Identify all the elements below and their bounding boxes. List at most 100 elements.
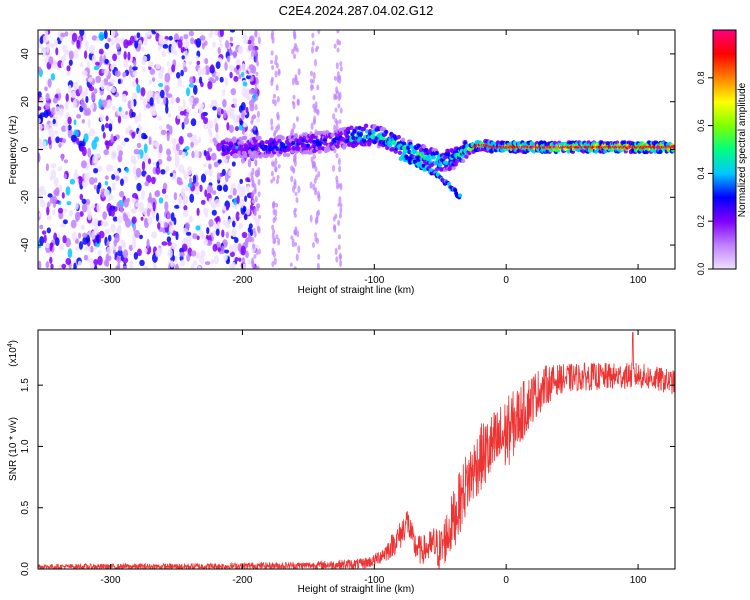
spectrogram-noise-cell bbox=[245, 208, 251, 216]
spectrogram-noise-cell bbox=[61, 263, 67, 269]
spectrogram-noise-cell bbox=[215, 228, 220, 236]
spectrogram-noise-cell bbox=[203, 163, 207, 168]
spectrogram-streak-cell bbox=[296, 230, 300, 238]
spectrogram-noise-cell bbox=[169, 125, 173, 135]
spectrogram-streak-cell bbox=[291, 48, 295, 55]
spectrogram-noise-cell bbox=[59, 107, 64, 117]
spectrogram-noise-cell bbox=[168, 225, 174, 234]
spectrogram-signal-cell bbox=[363, 123, 369, 128]
spectrogram-streak-cell bbox=[312, 94, 316, 101]
spectrogram-noise-cell bbox=[212, 41, 216, 48]
spectrogram-noise-cell bbox=[236, 64, 240, 70]
spectrogram-noise-cell bbox=[122, 241, 127, 250]
spectrogram-noise-cell bbox=[217, 47, 221, 55]
spectrogram-noise-cell bbox=[155, 165, 161, 175]
spectrogram-streak-cell bbox=[255, 55, 259, 63]
snr-x-label: Height of straight line (km) bbox=[298, 584, 415, 595]
spectrogram-noise-cell bbox=[91, 230, 96, 240]
spectrogram-streak-cell bbox=[337, 219, 341, 226]
spectrogram-noise-cell bbox=[47, 193, 53, 198]
spectrogram-noise-cell bbox=[185, 231, 192, 236]
spectrogram-noise-cell bbox=[122, 256, 129, 264]
spectrogram-noise-cell bbox=[228, 219, 232, 224]
spectrogram-noise-cell bbox=[103, 188, 110, 198]
spectrogram-noise-cell bbox=[247, 44, 253, 52]
spectrogram-noise-cell bbox=[42, 140, 47, 150]
spectrogram-noise-cell bbox=[87, 118, 91, 129]
spectrogram-streak-cell bbox=[253, 187, 257, 192]
spectrogram-noise-cell bbox=[108, 123, 113, 132]
spectrogram-streak-cell bbox=[251, 167, 255, 175]
spectrogram-noise-cell bbox=[66, 201, 72, 206]
spectrogram-noise-cell bbox=[47, 78, 52, 88]
spectrogram-noise-cell bbox=[186, 87, 190, 97]
spectrogram-noise-cell bbox=[199, 35, 206, 41]
spectrogram-noise-cell bbox=[182, 169, 186, 175]
spectrogram-noise-cell bbox=[178, 198, 182, 208]
spectrogram-noise-cell bbox=[186, 166, 193, 176]
spectrogram-signal-cell bbox=[335, 144, 340, 149]
spectrogram-noise-cell bbox=[144, 247, 148, 254]
spectrogram-streak-cell bbox=[255, 77, 259, 84]
spectrogram-signal-cell bbox=[239, 140, 244, 145]
spectrogram-streak-cell bbox=[270, 79, 274, 87]
spectrogram-noise-cell bbox=[62, 138, 67, 144]
spectrogram-noise-cell bbox=[242, 122, 248, 128]
spectrogram-noise-cell bbox=[131, 216, 137, 224]
spectrogram-streak-cell bbox=[335, 62, 339, 70]
spectrogram-noise-cell bbox=[138, 112, 142, 122]
spectrogram-streak-cell bbox=[314, 232, 318, 238]
spectrogram-noise-cell bbox=[229, 244, 233, 253]
spectrogram-noise-cell bbox=[243, 35, 249, 45]
spectrogram-noise-cell bbox=[204, 65, 210, 75]
spectrogram-noise-cell bbox=[187, 182, 193, 188]
spectrogram-streak-cell bbox=[291, 77, 295, 86]
spectrogram-streak-cell bbox=[337, 103, 341, 109]
spectrogram-noise-cell bbox=[178, 135, 184, 145]
snr-frame bbox=[37, 329, 676, 570]
spectrogram-noise-cell bbox=[222, 219, 228, 226]
spectrogram-noise-cell bbox=[207, 147, 213, 153]
snr-plot bbox=[38, 332, 675, 569]
spectrogram-noise-cell bbox=[111, 181, 116, 191]
spectrogram-noise-cell bbox=[128, 244, 134, 251]
spectrogram-noise-cell bbox=[93, 259, 99, 266]
spectrogram-noise-cell bbox=[98, 48, 104, 55]
spectrogram-noise-cell bbox=[82, 232, 88, 238]
spectrogram-noise-cell bbox=[129, 65, 132, 75]
spectrogram-noise-cell bbox=[234, 257, 239, 262]
spectrogram-noise-cell bbox=[73, 119, 77, 126]
spectrogram-noise-cell bbox=[39, 236, 45, 245]
spectrogram-noise-cell bbox=[76, 137, 80, 145]
spectrogram-noise-cell bbox=[51, 209, 56, 216]
spectrogram-streak-cell bbox=[294, 43, 297, 48]
spectrogram-noise-cell bbox=[165, 86, 169, 97]
spectrogram-noise-cell bbox=[64, 31, 69, 37]
spectrogram-noise-cell bbox=[190, 263, 195, 269]
spectrogram-streak-cell bbox=[338, 119, 342, 124]
spectrogram-streak-cell bbox=[293, 159, 297, 167]
spectrogram-noise-cell bbox=[81, 90, 85, 100]
spectrogram-noise-cell bbox=[152, 111, 158, 116]
spectrogram-noise-cell bbox=[212, 190, 217, 196]
spectrogram-noise-cell bbox=[159, 89, 165, 99]
spectrogram-noise-cell bbox=[176, 72, 181, 79]
spectrogram-noise-cell bbox=[164, 194, 169, 199]
spectrogram-streak-cell bbox=[293, 229, 297, 235]
snr-y-tick-label: 1.0 bbox=[20, 439, 31, 453]
spectrogram-noise-cell bbox=[215, 123, 219, 133]
spectrogram-noise-cell bbox=[194, 149, 200, 159]
spectrogram-noise-cell bbox=[216, 107, 223, 116]
spectrogram-noise-cell bbox=[146, 174, 152, 184]
spectrogram-noise-cell bbox=[228, 194, 233, 199]
spectrogram-noise-cell bbox=[147, 216, 153, 225]
spectrogram-streak-cell bbox=[276, 178, 279, 185]
spectrogram-streak-cell bbox=[335, 153, 339, 159]
spectrogram-noise-cell bbox=[199, 184, 203, 192]
spectrogram-noise-cell bbox=[104, 58, 109, 65]
spectrogram-noise-cell bbox=[104, 42, 110, 50]
spectrogram-noise-cell bbox=[38, 118, 41, 124]
spectrogram-noise-cell bbox=[88, 85, 95, 92]
spectrogram-noise-cell bbox=[158, 197, 164, 204]
spectrogram-noise-cell bbox=[46, 201, 51, 208]
